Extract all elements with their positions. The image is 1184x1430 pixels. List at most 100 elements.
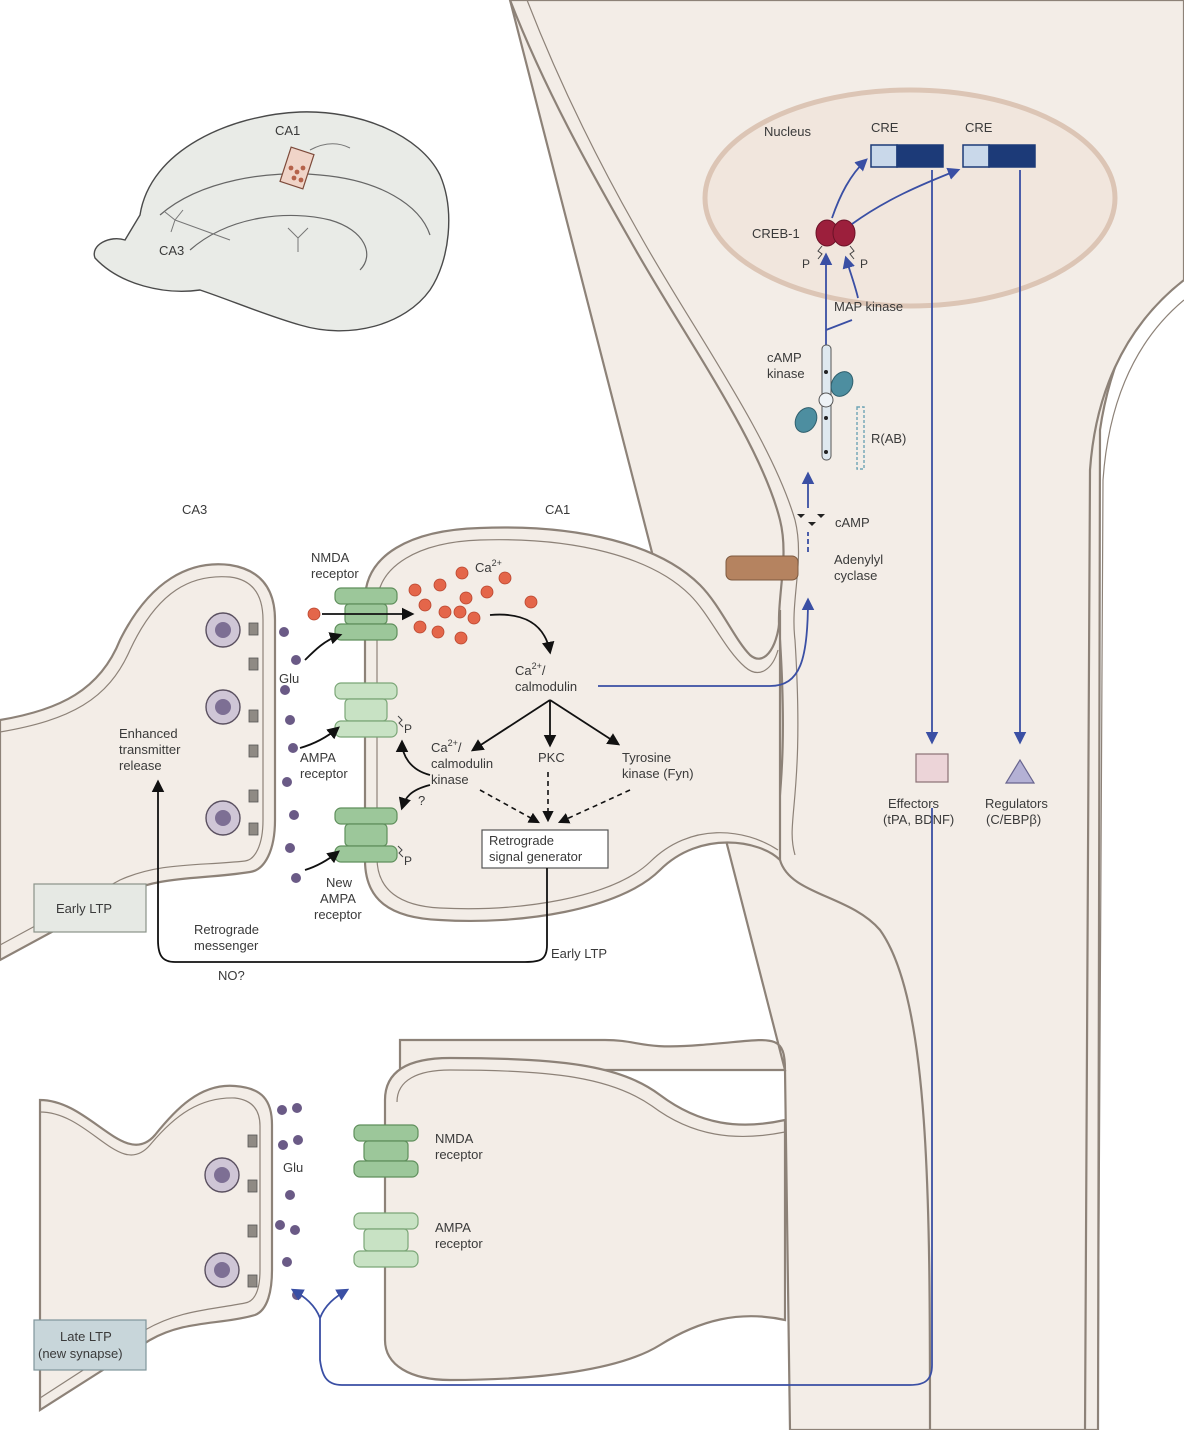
no-label: NO?: [218, 968, 245, 983]
cre-right-label: CRE: [965, 120, 993, 135]
retro-msg-label-2: messenger: [194, 938, 259, 953]
late-branch-presynaptic: [290, 1288, 321, 1319]
inset-ca1-label: CA1: [275, 123, 300, 138]
early-ltp-box-label: Early LTP: [56, 901, 112, 916]
adenylyl-label-2: cyclase: [834, 568, 877, 583]
ca1-slice-box: [279, 146, 315, 190]
early-spine-inner: [376, 539, 779, 673]
camk-label-2: calmodulin: [431, 756, 493, 771]
retro-msg-label-1: Retrograde: [194, 922, 259, 937]
camk-label-1: Ca2+/: [431, 738, 462, 755]
late-spine-inner: [396, 1069, 786, 1138]
hippocampus-inner: [189, 214, 368, 271]
phospho-right: P: [860, 257, 868, 271]
regulators-label-2: (C/EBPβ): [986, 812, 1041, 827]
ca1-projection: [309, 143, 351, 151]
late-glutamate-molecules: [275, 1103, 303, 1300]
p-top-label: P: [404, 722, 412, 736]
question-label: ?: [418, 793, 425, 808]
tyrosine-label-1: Tyrosine: [622, 750, 671, 765]
early-nmda-label-1: NMDA: [311, 550, 350, 565]
adenylyl-label-1: Adenylyl: [834, 552, 883, 567]
early-ampa-receptor: [334, 682, 398, 738]
calcium-label: Ca2+: [475, 558, 502, 575]
dentate-neuron: [287, 227, 309, 252]
regulators-label-1: Regulators: [985, 796, 1048, 811]
glu-to-ampa-arrow: [299, 726, 340, 749]
late-ltp-box: [33, 1319, 147, 1371]
late-glu-label: Glu: [283, 1160, 303, 1175]
phospho-left: P: [802, 257, 810, 271]
early-presynaptic-inner: [0, 576, 264, 946]
early-ltp-path-label: Early LTP: [551, 946, 607, 961]
dendrite-inner-membrane: [526, 0, 800, 856]
ca-to-calmodulin-arrow: [489, 613, 555, 655]
new-ampa-label-1: New: [326, 875, 353, 890]
late-nmda-receptor: [353, 1124, 419, 1178]
dendrite-right-inner: [1097, 299, 1184, 1430]
camk-to-ampa-arrow: [395, 739, 431, 776]
enhanced-label-2: transmitter: [119, 742, 181, 757]
rab-label: R(AB): [871, 431, 906, 446]
ca3-neuron: [164, 209, 231, 241]
regulators-triangle: [1004, 758, 1036, 784]
camp-label: cAMP: [835, 515, 870, 530]
late-vesicles: [204, 1157, 240, 1288]
new-ampa-phospho: [397, 845, 404, 858]
pka-to-map: [825, 319, 853, 345]
hippocampus-curve: [159, 173, 431, 236]
pkc-label: PKC: [538, 750, 565, 765]
ca3-region-label: CA3: [182, 502, 207, 517]
camp-kinase-label-2: kinase: [767, 366, 805, 381]
cre-left-element: [870, 144, 944, 168]
camp-kinase-complex: [794, 344, 854, 461]
effectors-square: [915, 753, 949, 783]
late-postsynaptic-spine: [383, 1056, 787, 1382]
early-nmda-label-2: receptor: [311, 566, 359, 581]
enhanced-label-3: release: [119, 758, 162, 773]
camk-label-3: kinase: [431, 772, 469, 787]
adenylyl-cyclase: [725, 555, 799, 581]
brain-inset: [93, 111, 450, 332]
retrograde-generator-box: [481, 829, 609, 869]
tyrosine-to-retro-arrow: [557, 789, 631, 824]
early-postsynaptic-spine: [363, 526, 782, 923]
retrograde-messenger-arrow: [151, 779, 548, 963]
late-nmda-label-1: NMDA: [435, 1131, 474, 1146]
tyrosine-label-2: kinase (Fyn): [622, 766, 694, 781]
map-kinase-label: MAP kinase: [834, 299, 903, 314]
calmodulin-branch-camk: [470, 699, 551, 752]
nucleus-label: Nucleus: [764, 124, 811, 139]
ampa-phospho-top: [397, 715, 404, 728]
p-bottom-label: P: [404, 854, 412, 868]
rab-subunit: [856, 406, 865, 470]
enhanced-label-1: Enhanced: [119, 726, 178, 741]
calmodulin-to-cyclase-arrow: [598, 597, 815, 687]
early-ltp-box: [33, 883, 147, 933]
early-release-sites: [248, 622, 259, 836]
effectors-to-late-synapse-path: [319, 808, 933, 1386]
camk-to-retro-arrow: [479, 789, 540, 824]
map-to-creb-right: [842, 255, 859, 299]
new-ampa-label-3: receptor: [314, 907, 362, 922]
late-presynaptic-inner: [39, 1097, 261, 1399]
inset-ca3-label: CA3: [159, 243, 184, 258]
calmodulin-label-1: Ca2+/: [515, 661, 546, 678]
early-presynaptic-terminal: [0, 563, 277, 962]
late-branch-postsynaptic: [319, 1288, 350, 1319]
effectors-label-2: (tPA, BDNF): [883, 812, 954, 827]
new-ampa-receptor: [334, 807, 398, 863]
late-ltp-label-1: Late LTP: [60, 1329, 112, 1344]
calmodulin-label-2: calmodulin: [515, 679, 577, 694]
cre-left-label: CRE: [871, 120, 899, 135]
early-spine-inner-lower: [376, 600, 779, 910]
retro-gen-label-2: signal generator: [489, 849, 583, 864]
late-nmda-label-2: receptor: [435, 1147, 483, 1162]
late-release-sites: [247, 1134, 258, 1288]
glu-to-nmda-arrow: [304, 632, 343, 661]
early-glutamate-molecules: [279, 627, 301, 883]
late-ampa-label-2: receptor: [435, 1236, 483, 1251]
effectors-label-1: Effectors: [888, 796, 940, 811]
late-ampa-receptor: [353, 1212, 419, 1268]
